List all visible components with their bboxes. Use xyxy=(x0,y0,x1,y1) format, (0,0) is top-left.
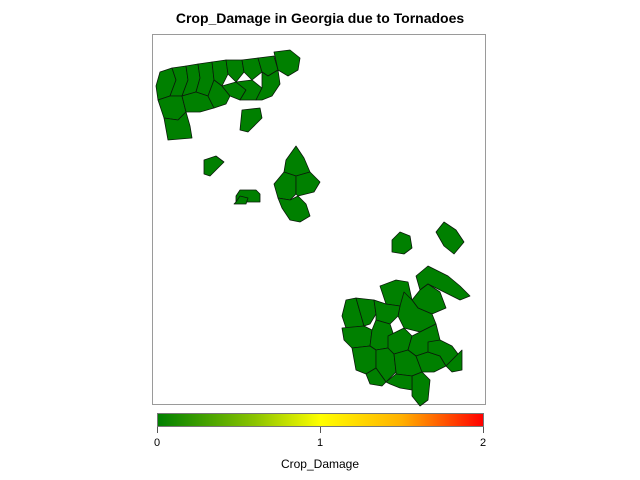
map-title: Crop_Damage in Georgia due to Tornadoes xyxy=(175,10,465,26)
county[interactable] xyxy=(445,349,463,373)
county[interactable] xyxy=(203,155,225,177)
legend-tick-label-0: 0 xyxy=(153,437,161,449)
county[interactable] xyxy=(225,59,245,83)
legend-tick-2 xyxy=(483,427,484,433)
county[interactable] xyxy=(163,111,193,141)
county[interactable] xyxy=(235,79,263,101)
county[interactable] xyxy=(211,59,229,87)
county[interactable] xyxy=(241,57,263,81)
county[interactable] xyxy=(391,231,413,255)
county[interactable] xyxy=(365,367,387,387)
legend-tick-label-2: 2 xyxy=(479,437,487,449)
legend-tick-0 xyxy=(157,427,158,433)
county[interactable] xyxy=(255,69,281,101)
legend-tick-1 xyxy=(320,427,321,433)
county[interactable] xyxy=(411,371,431,407)
legend-tick-label-1: 1 xyxy=(316,437,324,449)
county[interactable] xyxy=(233,195,249,205)
map-frame xyxy=(152,34,486,405)
northwest-cluster xyxy=(155,49,301,205)
county[interactable] xyxy=(239,107,263,133)
county[interactable] xyxy=(373,299,401,325)
county[interactable] xyxy=(435,221,465,255)
southeast-cluster xyxy=(341,221,471,407)
county[interactable] xyxy=(277,195,311,223)
county[interactable] xyxy=(273,171,297,201)
central-cluster xyxy=(273,145,321,223)
county[interactable] xyxy=(283,145,311,177)
legend-color-bar xyxy=(157,413,484,427)
county[interactable] xyxy=(295,171,321,197)
county[interactable] xyxy=(341,325,373,349)
legend-label: Crop_Damage xyxy=(280,457,360,471)
